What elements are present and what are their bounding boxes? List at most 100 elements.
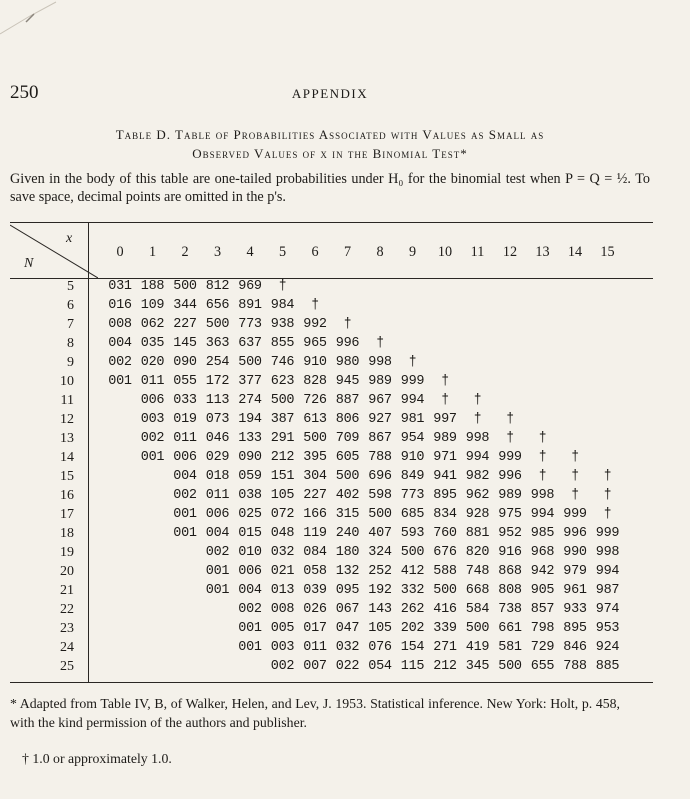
table-row: 16 002 011 038 105 227 402 598 773 895 962 989 998 † † xyxy=(10,488,650,508)
dagger-cell: † xyxy=(506,431,514,446)
table-row: 12 003 019 073 194 387 613 806 927 981 997 † † xyxy=(10,412,650,432)
probability-cell: 975 xyxy=(498,507,522,522)
probability-cell: 002 xyxy=(238,602,262,617)
probability-cell: 001 xyxy=(108,374,132,389)
probability-cell: 133 xyxy=(238,431,262,446)
bottom-rule xyxy=(10,682,653,683)
table-body: 5 031 188 500 812 969 † 6 016 109 344 656 891 984 † 7 00… xyxy=(10,279,653,677)
column-header: 13 xyxy=(535,244,550,260)
probability-cell: 820 xyxy=(465,545,490,560)
probability-cell: 996 xyxy=(563,526,587,541)
probability-cell: 212 xyxy=(270,450,295,465)
probability-cell: 109 xyxy=(140,298,165,313)
dagger-cell: † xyxy=(538,431,547,446)
probability-cell: 002 xyxy=(108,355,132,370)
probability-cell: 980 xyxy=(335,355,360,370)
probability-cell: 262 xyxy=(400,602,425,617)
probability-cell: 143 xyxy=(368,602,392,617)
probability-cell: 588 xyxy=(433,564,457,579)
column-header: 6 xyxy=(311,244,319,260)
row-n: 11 xyxy=(60,393,74,408)
column-header: 2 xyxy=(181,244,189,260)
probability-cell: 855 xyxy=(270,336,295,351)
row-n: 5 xyxy=(67,279,74,294)
probability-cell: 054 xyxy=(368,659,392,674)
probability-cell: 916 xyxy=(498,545,522,560)
probability-cell: 151 xyxy=(270,469,295,484)
probability-cell: 038 xyxy=(238,488,262,503)
probability-cell: 324 xyxy=(368,545,392,560)
probability-cell: 315 xyxy=(335,507,360,522)
probability-cell: 119 xyxy=(303,526,327,541)
table-row: 10 001 011 055 172 377 623 828 945 989 999 † xyxy=(10,374,650,394)
probability-cell: 895 xyxy=(563,621,587,636)
probability-cell: 363 xyxy=(205,336,230,351)
probability-cell: 113 xyxy=(205,393,230,408)
probability-cell: 194 xyxy=(238,412,262,427)
table-row: 5 031 188 500 812 969 † xyxy=(10,279,650,299)
probability-cell: 020 xyxy=(140,355,165,370)
probability-cell: 025 xyxy=(238,507,262,522)
probability-cell: 304 xyxy=(303,469,327,484)
probability-cell: 808 xyxy=(498,583,522,598)
probability-cell: 952 xyxy=(498,526,522,541)
probability-cell: 945 xyxy=(335,374,360,389)
probability-cell: 924 xyxy=(595,640,620,655)
probability-cell: 001 xyxy=(205,564,230,579)
probability-cell: 990 xyxy=(563,545,587,560)
probability-cell: 105 xyxy=(270,488,295,503)
row-n: 10 xyxy=(60,374,74,389)
row-n: 13 xyxy=(60,431,74,446)
probability-cell: 412 xyxy=(400,564,425,579)
probability-cell: 145 xyxy=(173,336,197,351)
probability-cell: 999 xyxy=(498,450,522,465)
probability-cell: 927 xyxy=(368,412,392,427)
binomial-table: x N 0 1 2 3 4 5 6 7 8 9 10 11 12 13 14 15 5 031 188 500 812… xyxy=(9,222,653,677)
row-n: 24 xyxy=(60,640,74,655)
probability-cell: 849 xyxy=(400,469,425,484)
probability-cell: 500 xyxy=(368,507,392,522)
probability-cell: 500 xyxy=(303,431,327,446)
probability-cell: 252 xyxy=(368,564,392,579)
dagger-cell: † xyxy=(473,412,482,427)
probability-cell: 806 xyxy=(335,412,360,427)
probability-cell: 387 xyxy=(270,412,295,427)
probability-cell: 046 xyxy=(205,431,230,446)
probability-cell: 760 xyxy=(433,526,457,541)
table-row: 14 001 006 029 090 212 395 605 788 910 971 994 999 † † xyxy=(10,450,650,470)
page-header: 250 APPENDIX xyxy=(10,82,650,106)
probability-cell: 979 xyxy=(563,564,587,579)
row-n: 16 xyxy=(60,488,74,503)
probability-cell: 968 xyxy=(530,545,555,560)
probability-cell: 032 xyxy=(335,640,360,655)
probability-cell: 788 xyxy=(563,659,587,674)
probability-cell: 997 xyxy=(433,412,457,427)
row-n: 17 xyxy=(60,507,74,522)
probability-cell: 095 xyxy=(335,583,360,598)
column-header: 11 xyxy=(470,244,485,260)
probability-cell: 011 xyxy=(205,488,230,503)
table-row: 15 004 018 059 151 304 500 696 849 941 982 996 † † † xyxy=(10,469,650,489)
row-n: 25 xyxy=(60,659,74,674)
probability-cell: 746 xyxy=(270,355,295,370)
row-n: 9 xyxy=(67,355,74,370)
probability-cell: 994 xyxy=(400,393,425,408)
probability-cell: 500 xyxy=(173,279,197,294)
probability-cell: 969 xyxy=(238,279,262,294)
probability-cell: 846 xyxy=(563,640,587,655)
probability-cell: 017 xyxy=(303,621,327,636)
probability-cell: 605 xyxy=(335,450,360,465)
probability-cell: 729 xyxy=(530,640,555,655)
probability-cell: 773 xyxy=(400,488,425,503)
probability-cell: 202 xyxy=(400,621,425,636)
dagger-cell: † xyxy=(603,488,612,503)
probability-cell: 773 xyxy=(238,317,262,332)
probability-cell: 021 xyxy=(270,564,295,579)
probability-cell: 132 xyxy=(335,564,360,579)
probability-cell: 011 xyxy=(173,431,197,446)
probability-cell: 002 xyxy=(140,431,165,446)
probability-cell: 018 xyxy=(205,469,230,484)
n-axis-label: N xyxy=(24,256,34,271)
top-rule xyxy=(10,222,653,223)
probability-cell: 910 xyxy=(303,355,327,370)
